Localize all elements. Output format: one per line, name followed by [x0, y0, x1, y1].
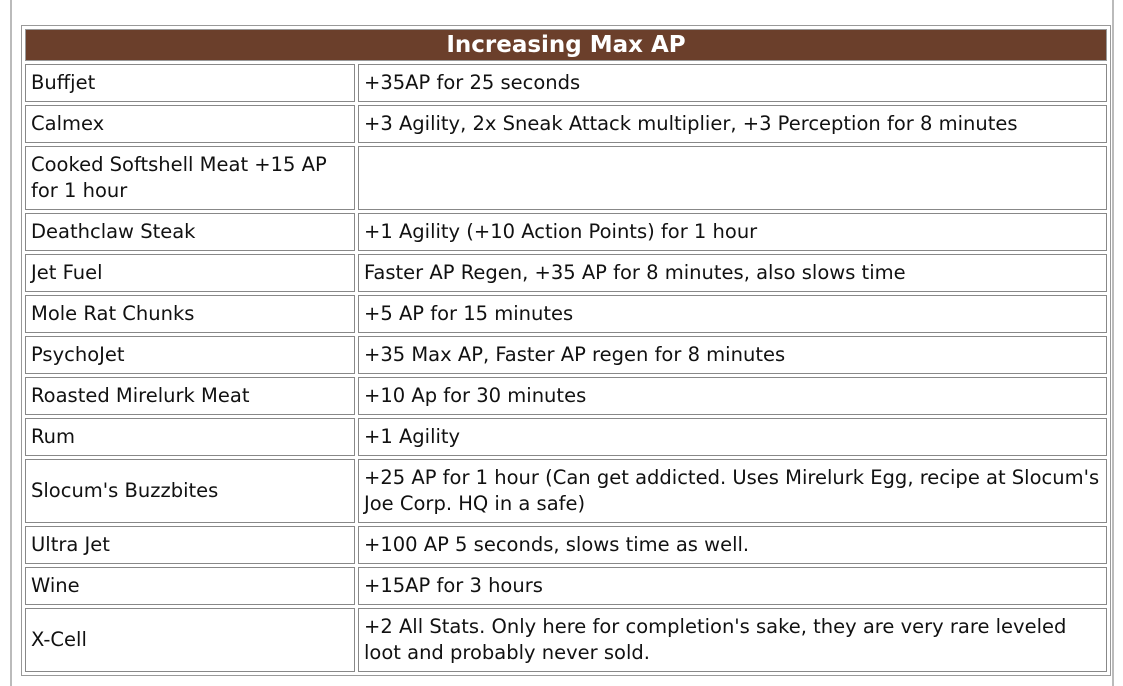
effect-cell: +5 AP for 15 minutes [358, 295, 1107, 333]
item-cell: Wine [25, 567, 355, 605]
table-row: Roasted Mirelurk Meat +10 Ap for 30 minut… [25, 377, 1107, 415]
effect-cell: +35AP for 25 seconds [358, 64, 1107, 102]
effect-cell: +1 Agility [358, 418, 1107, 456]
effect-cell: +3 Agility, 2x Sneak Attack multiplier, … [358, 105, 1107, 143]
effect-cell: +25 AP for 1 hour (Can get addicted. Use… [358, 459, 1107, 523]
item-cell: Slocum's Buzzbites [25, 459, 355, 523]
item-cell: Deathclaw Steak [25, 213, 355, 251]
effect-cell: +2 All Stats. Only here for completion's… [358, 608, 1107, 672]
item-cell: Roasted Mirelurk Meat [25, 377, 355, 415]
table-row: Rum +1 Agility [25, 418, 1107, 456]
table: Increasing Max AP Buffjet +35AP for 25 se… [21, 25, 1111, 676]
effect-cell: +15AP for 3 hours [358, 567, 1107, 605]
effect-cell: Faster AP Regen, +35 AP for 8 minutes, a… [358, 254, 1107, 292]
table-row: Jet Fuel Faster AP Regen, +35 AP for 8 mi… [25, 254, 1107, 292]
table-row: Calmex +3 Agility, 2x Sneak Attack multip… [25, 105, 1107, 143]
item-cell: Jet Fuel [25, 254, 355, 292]
effect-cell: +100 AP 5 seconds, slows time as well. [358, 526, 1107, 564]
table-row: Wine +15AP for 3 hours [25, 567, 1107, 605]
effect-cell: +1 Agility (+10 Action Points) for 1 hou… [358, 213, 1107, 251]
table-row: Slocum's Buzzbites +25 AP for 1 hour (Can… [25, 459, 1107, 523]
effect-cell: +10 Ap for 30 minutes [358, 377, 1107, 415]
effect-cell [358, 146, 1107, 210]
table-row: Deathclaw Steak +1 Agility (+10 Action Po… [25, 213, 1107, 251]
table-body: Buffjet +35AP for 25 seconds Calmex +3 Agil… [25, 64, 1107, 672]
item-cell: PsychoJet [25, 336, 355, 374]
table-row: X-Cell +2 All Stats. Only here for comple… [25, 608, 1107, 672]
effect-cell: +35 Max AP, Faster AP regen for 8 minute… [358, 336, 1107, 374]
item-cell: Ultra Jet [25, 526, 355, 564]
table-row: Mole Rat Chunks +5 AP for 15 minutes [25, 295, 1107, 333]
item-cell: Cooked Softshell Meat +15 AP for 1 hour [25, 146, 355, 210]
table-title: Increasing Max AP [25, 29, 1107, 61]
table-row: PsychoJet +35 Max AP, Faster AP regen for… [25, 336, 1107, 374]
table-row: Buffjet +35AP for 25 seconds [25, 64, 1107, 102]
item-cell: Rum [25, 418, 355, 456]
table-row: Ultra Jet +100 AP 5 seconds, slows time a… [25, 526, 1107, 564]
item-cell: Mole Rat Chunks [25, 295, 355, 333]
page-frame [10, 0, 1114, 686]
header-row: Increasing Max AP [25, 29, 1107, 61]
item-cell: Calmex [25, 105, 355, 143]
table-row: Cooked Softshell Meat +15 AP for 1 hour [25, 146, 1107, 210]
item-cell: Buffjet [25, 64, 355, 102]
item-cell: X-Cell [25, 608, 355, 672]
